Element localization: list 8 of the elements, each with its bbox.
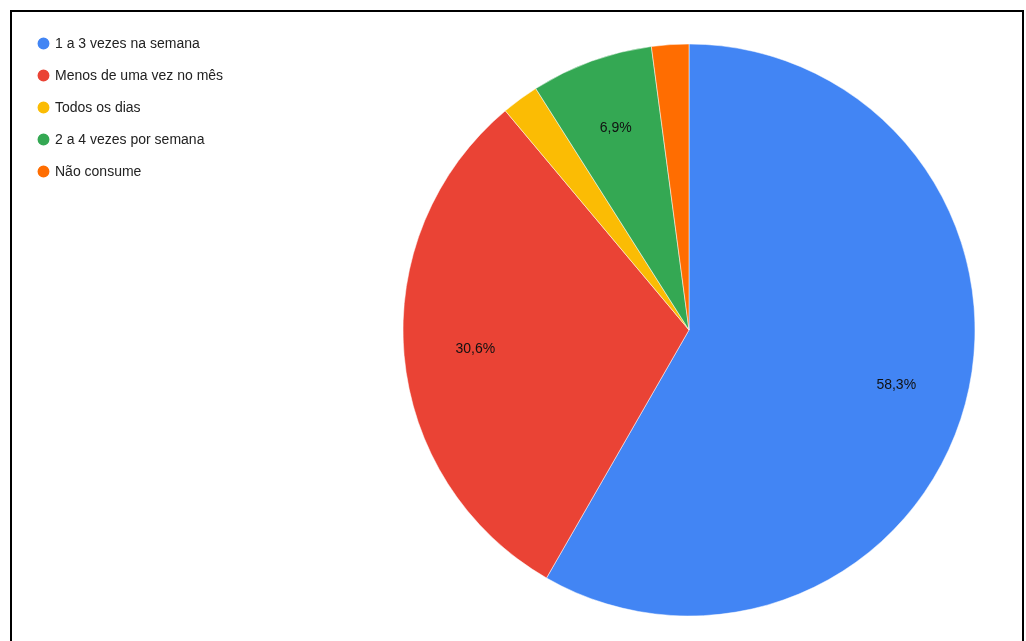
legend-label: 1 a 3 vezes na semana (55, 34, 200, 51)
legend-label: Todos os dias (55, 98, 141, 115)
data-label: 58,3% (876, 376, 917, 393)
legend-label: Menos de uma vez no mês (55, 66, 224, 83)
legend-label: 2 a 4 vezes por semana (55, 130, 205, 147)
legend-label: Não consume (55, 162, 142, 179)
data-label: 6,9% (599, 119, 632, 136)
data-label: 30,6% (455, 339, 496, 356)
